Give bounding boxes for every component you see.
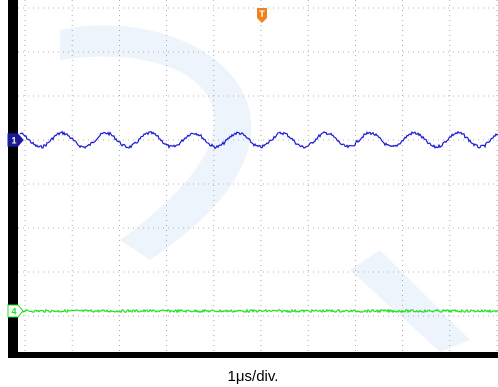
- channel-label: 1: [11, 136, 16, 146]
- timebase-caption: 1μs/div.: [228, 368, 279, 385]
- channel-marker: [7, 304, 24, 318]
- waveform: [19, 130, 498, 150]
- channel-label: 4: [11, 307, 16, 317]
- watermark: [60, 25, 252, 260]
- watermark: [350, 250, 470, 352]
- channel-marker: [7, 133, 24, 147]
- traces: 14: [7, 130, 498, 318]
- grid: [18, 0, 498, 352]
- waveform: [19, 308, 498, 314]
- trigger-label: T: [259, 9, 265, 19]
- trigger-marker: [257, 8, 267, 23]
